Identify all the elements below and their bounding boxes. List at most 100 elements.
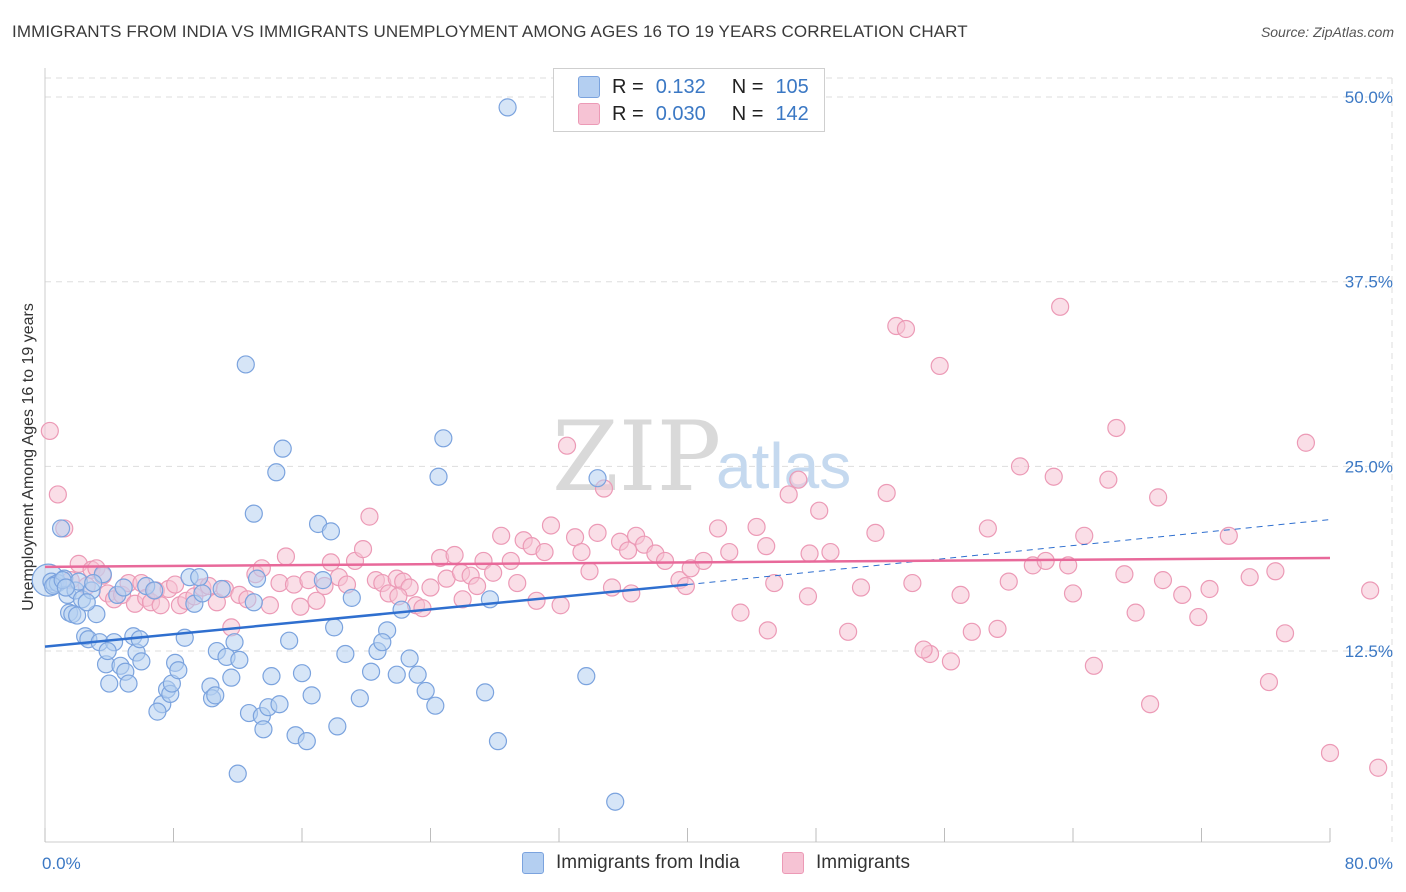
data-point-immigrants: [798, 587, 818, 606]
data-point-india: [476, 683, 495, 702]
data-point-immigrants: [800, 544, 819, 563]
legend-r-value: 0.030: [655, 102, 706, 125]
legend-r-label: R =: [612, 102, 644, 125]
data-point-india: [408, 665, 427, 684]
data-point-india: [244, 504, 263, 523]
legend-r-label: R =: [612, 75, 644, 98]
data-point-india: [267, 463, 286, 482]
data-point-immigrants: [445, 545, 464, 565]
data-point-india: [254, 720, 273, 739]
data-point-immigrants: [1153, 571, 1173, 590]
data-point-immigrants: [492, 526, 511, 545]
data-point-india: [247, 569, 267, 588]
data-point-immigrants: [757, 537, 776, 556]
data-point-india: [429, 467, 448, 486]
data-point-immigrants: [588, 523, 607, 542]
series-immigrants: [40, 297, 1388, 777]
data-point-india: [236, 355, 255, 374]
trend-line-india: [44, 583, 688, 648]
data-point-immigrants: [1189, 607, 1208, 627]
legend-item-india[interactable]: Immigrants from India: [522, 852, 740, 874]
data-point-india: [342, 588, 361, 607]
source-credit: Source: ZipAtlas.com: [1260, 24, 1394, 40]
data-point-immigrants: [1051, 297, 1070, 316]
data-point-india: [222, 668, 241, 687]
data-point-immigrants: [467, 576, 487, 596]
legend-n-label: N =: [731, 75, 764, 98]
data-point-immigrants: [622, 584, 641, 603]
data-point-india: [206, 686, 225, 705]
data-point-india: [228, 764, 247, 783]
data-point-india: [302, 686, 321, 705]
trend-line-immigrants: [44, 556, 1331, 569]
data-point-immigrants: [1259, 672, 1279, 692]
data-point-immigrants: [1044, 467, 1063, 486]
data-point-immigrants: [951, 585, 970, 605]
data-point-immigrants: [1361, 581, 1380, 600]
data-point-immigrants: [1140, 695, 1160, 714]
data-point-immigrants: [1240, 568, 1259, 587]
data-point-india: [488, 732, 508, 751]
data-point-india: [262, 667, 281, 686]
data-point-immigrants: [758, 621, 777, 640]
legend-label: Immigrants from India: [556, 852, 740, 873]
data-point-immigrants: [720, 542, 739, 562]
data-point-india: [273, 439, 292, 458]
data-point-india: [84, 573, 103, 593]
data-point-immigrants: [1075, 526, 1094, 545]
data-point-india: [100, 674, 119, 693]
data-point-india: [325, 618, 344, 637]
data-point-immigrants: [1107, 418, 1126, 438]
data-point-immigrants: [1320, 743, 1340, 763]
data-point-immigrants: [903, 573, 922, 593]
data-point-immigrants: [353, 540, 373, 559]
data-point-india: [336, 644, 355, 664]
data-point-india: [148, 702, 167, 721]
trend-lines: [44, 519, 1331, 648]
data-point-immigrants: [1010, 457, 1030, 476]
data-point-immigrants: [535, 542, 554, 562]
data-point-immigrants: [962, 622, 981, 641]
legend-row-immigrants: R = 0.030 N = 142: [578, 101, 809, 127]
correlation-legend: R = 0.132 N = 105 R = 0.030 N = 142: [553, 68, 825, 132]
data-point-india: [321, 522, 341, 541]
data-point-immigrants: [508, 573, 527, 593]
data-point-india: [98, 641, 117, 661]
data-point-india: [190, 568, 209, 587]
data-point-immigrants: [48, 485, 67, 504]
data-point-immigrants: [866, 523, 885, 542]
data-point-india: [392, 600, 411, 619]
data-point-india: [145, 581, 164, 600]
data-point-immigrants: [307, 591, 326, 610]
data-point-immigrants: [618, 541, 638, 560]
legend-r-value: 0.132: [655, 75, 706, 98]
data-point-india: [297, 732, 316, 751]
data-point-india: [588, 469, 607, 488]
legend-item-immigrants[interactable]: Immigrants: [782, 852, 910, 874]
data-point-immigrants: [453, 590, 472, 609]
series-immigrants-from-india: [31, 98, 625, 811]
data-point-india: [193, 584, 212, 603]
data-point-immigrants: [779, 485, 798, 504]
data-point-immigrants: [655, 551, 675, 571]
data-point-immigrants: [789, 470, 808, 489]
x-tick-label-min: 0.0%: [42, 854, 81, 873]
data-point-immigrants: [765, 573, 784, 593]
data-point-immigrants: [501, 551, 520, 571]
watermark-zip: ZIP: [552, 401, 721, 513]
data-point-immigrants: [1275, 624, 1295, 643]
legend-n-label: N =: [731, 102, 764, 125]
data-point-india: [373, 633, 392, 652]
legend-swatch-pink: [578, 103, 600, 125]
data-point-immigrants: [321, 553, 341, 572]
y-tick-label: 25.0%: [1345, 457, 1393, 476]
data-point-india: [119, 674, 138, 693]
data-point-india: [212, 579, 231, 599]
data-point-immigrants: [291, 597, 310, 616]
data-point-immigrants: [1173, 585, 1192, 605]
y-tick-label: 37.5%: [1345, 273, 1393, 292]
data-point-india: [87, 605, 106, 624]
data-point-immigrants: [1296, 433, 1316, 452]
data-point-immigrants: [1115, 565, 1134, 584]
data-point-india: [426, 696, 445, 715]
